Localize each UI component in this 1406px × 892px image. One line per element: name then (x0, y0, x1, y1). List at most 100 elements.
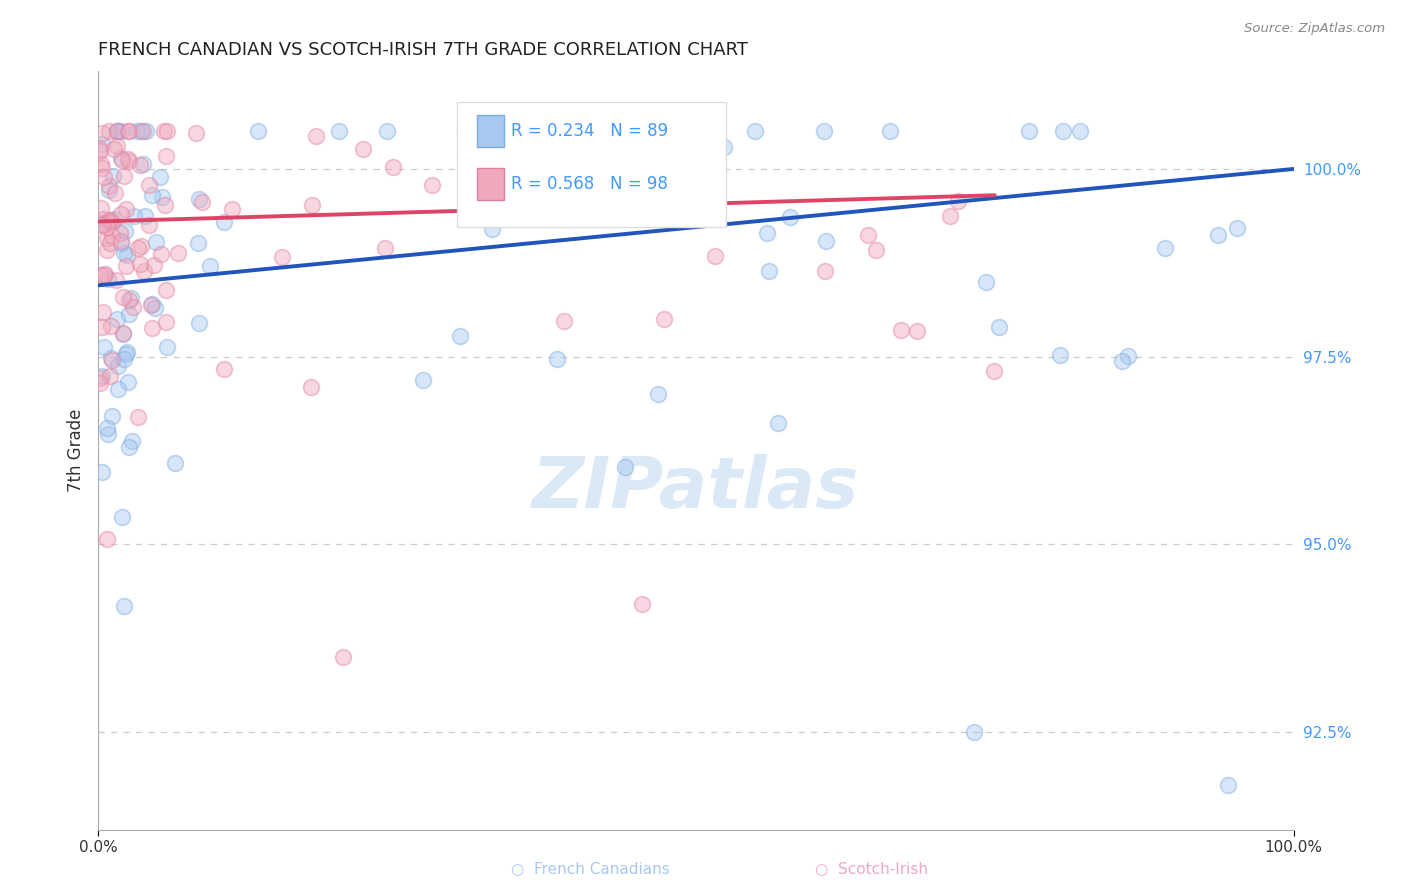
Point (117, 375, 139, 389)
Point (135, 124, 157, 138)
Point (145, 235, 167, 250)
Point (117, 152, 139, 166)
Point (107, 312, 129, 326)
Point (89, 142, 111, 156)
Point (89, 268, 111, 283)
Point (93, 268, 115, 282)
Point (190, 194, 212, 209)
Point (90, 161, 112, 175)
Point (188, 192, 211, 206)
Point (352, 142, 374, 156)
Text: ○  Scotch-Irish: ○ Scotch-Irish (815, 861, 928, 876)
Point (114, 224, 136, 238)
Point (301, 197, 323, 211)
Point (129, 124, 152, 138)
Point (1216, 778, 1239, 792)
Point (98, 183, 121, 197)
Point (631, 598, 654, 612)
Point (118, 293, 141, 307)
Point (1049, 348, 1071, 362)
Point (117, 248, 139, 262)
Point (91, 305, 114, 319)
Point (1116, 349, 1139, 363)
Point (120, 291, 142, 305)
Point (1052, 124, 1074, 138)
Point (118, 307, 141, 321)
Point (93, 169, 115, 184)
Point (129, 257, 152, 271)
Point (186, 236, 208, 251)
Point (134, 264, 156, 278)
Point (90, 157, 112, 171)
Point (107, 124, 129, 138)
Point (114, 202, 136, 216)
Point (89, 376, 111, 390)
Point (111, 509, 134, 524)
Point (412, 373, 434, 387)
FancyBboxPatch shape (457, 102, 725, 227)
Point (1153, 241, 1175, 255)
Point (114, 259, 136, 273)
Point (155, 340, 177, 354)
Point (93, 267, 115, 281)
Point (553, 314, 575, 328)
Point (141, 320, 163, 334)
Point (115, 345, 138, 359)
Point (101, 215, 124, 229)
Point (155, 283, 177, 297)
Point (89, 145, 111, 159)
Point (155, 149, 177, 163)
Point (1111, 353, 1133, 368)
Point (98, 124, 121, 138)
Point (118, 153, 141, 168)
Point (652, 311, 675, 326)
Point (107, 382, 129, 396)
Point (110, 207, 132, 221)
Point (149, 170, 172, 185)
Point (976, 275, 998, 289)
Point (374, 241, 396, 255)
Point (98, 213, 121, 227)
Point (149, 247, 172, 261)
Point (98, 215, 121, 229)
Point (118, 440, 141, 454)
Point (546, 351, 568, 366)
Point (766, 417, 789, 431)
Point (97, 179, 120, 194)
Point (122, 209, 145, 223)
Point (703, 249, 725, 263)
Point (114, 347, 136, 361)
Text: Source: ZipAtlas.com: Source: ZipAtlas.com (1244, 22, 1385, 36)
Point (91, 217, 114, 231)
Point (454, 124, 477, 138)
Point (97, 426, 120, 441)
Point (96, 532, 118, 546)
Point (127, 410, 149, 425)
Point (143, 258, 166, 272)
Point (614, 460, 637, 475)
Point (332, 649, 354, 664)
Point (111, 153, 134, 168)
Point (1069, 124, 1091, 138)
Point (91, 211, 114, 226)
Point (91, 320, 114, 334)
Point (132, 124, 155, 138)
Point (125, 124, 148, 138)
Point (713, 139, 735, 153)
Point (606, 153, 628, 167)
Point (221, 202, 243, 216)
Point (112, 352, 135, 367)
Point (98, 235, 121, 250)
Point (97, 272, 120, 286)
Point (98, 212, 121, 227)
Point (101, 229, 124, 244)
Point (129, 239, 152, 253)
Text: FRENCH CANADIAN VS SCOTCH-IRISH 7TH GRADE CORRELATION CHART: FRENCH CANADIAN VS SCOTCH-IRISH 7TH GRAD… (98, 41, 748, 59)
Point (187, 316, 209, 330)
Point (155, 315, 177, 329)
Point (603, 163, 626, 178)
Point (110, 151, 132, 165)
Y-axis label: 7th Grade: 7th Grade (66, 409, 84, 492)
Point (614, 124, 637, 138)
Point (153, 198, 176, 212)
